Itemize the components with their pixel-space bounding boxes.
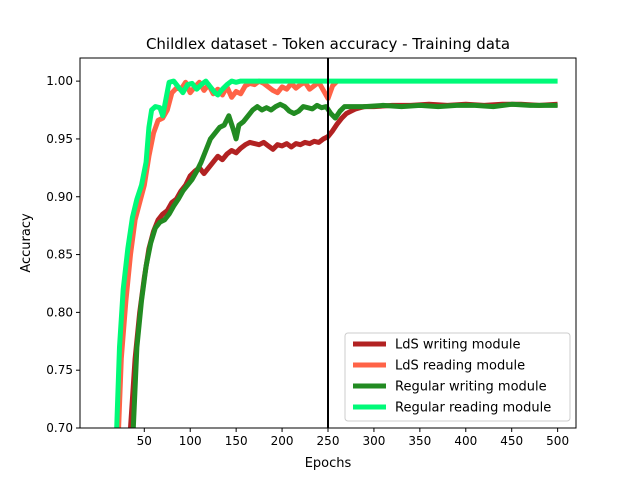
x-tick-label: 250	[317, 434, 340, 448]
chart-title: Childlex dataset - Token accuracy - Trai…	[146, 35, 510, 53]
x-tick-label: 50	[137, 434, 152, 448]
legend-label-1: LdS reading module	[395, 359, 525, 374]
y-tick-label: 0.90	[46, 190, 73, 204]
y-axis-label: Accuracy	[19, 213, 34, 273]
x-tick-label: 300	[362, 434, 385, 448]
legend: LdS writing module LdS reading module Regu…	[344, 332, 571, 422]
series-line-2	[130, 101, 558, 428]
legend-box	[344, 332, 571, 422]
y-tick-label: 0.80	[46, 305, 73, 319]
x-tick-label: 450	[500, 434, 523, 448]
x-tick-label: 400	[454, 434, 477, 448]
x-axis-label: Epochs	[305, 456, 352, 471]
x-tick-label: 200	[271, 434, 294, 448]
legend-label-3: Regular reading module	[395, 401, 551, 416]
y-tick-label: 0.95	[46, 132, 73, 146]
x-tick-label: 500	[546, 434, 569, 448]
y-tick-label: 0.75	[46, 363, 73, 377]
legend-label-0: LdS writing module	[395, 338, 521, 353]
series-line-3	[114, 78, 558, 428]
y-tick-label: 1.00	[46, 74, 73, 88]
y-tick-label: 0.70	[46, 421, 73, 435]
legend-label-2: Regular writing module	[395, 380, 547, 395]
x-tick-label: 100	[179, 434, 202, 448]
y-tick-label: 0.85	[46, 248, 73, 262]
x-tick-label: 350	[408, 434, 431, 448]
x-tick-label: 150	[225, 434, 248, 448]
